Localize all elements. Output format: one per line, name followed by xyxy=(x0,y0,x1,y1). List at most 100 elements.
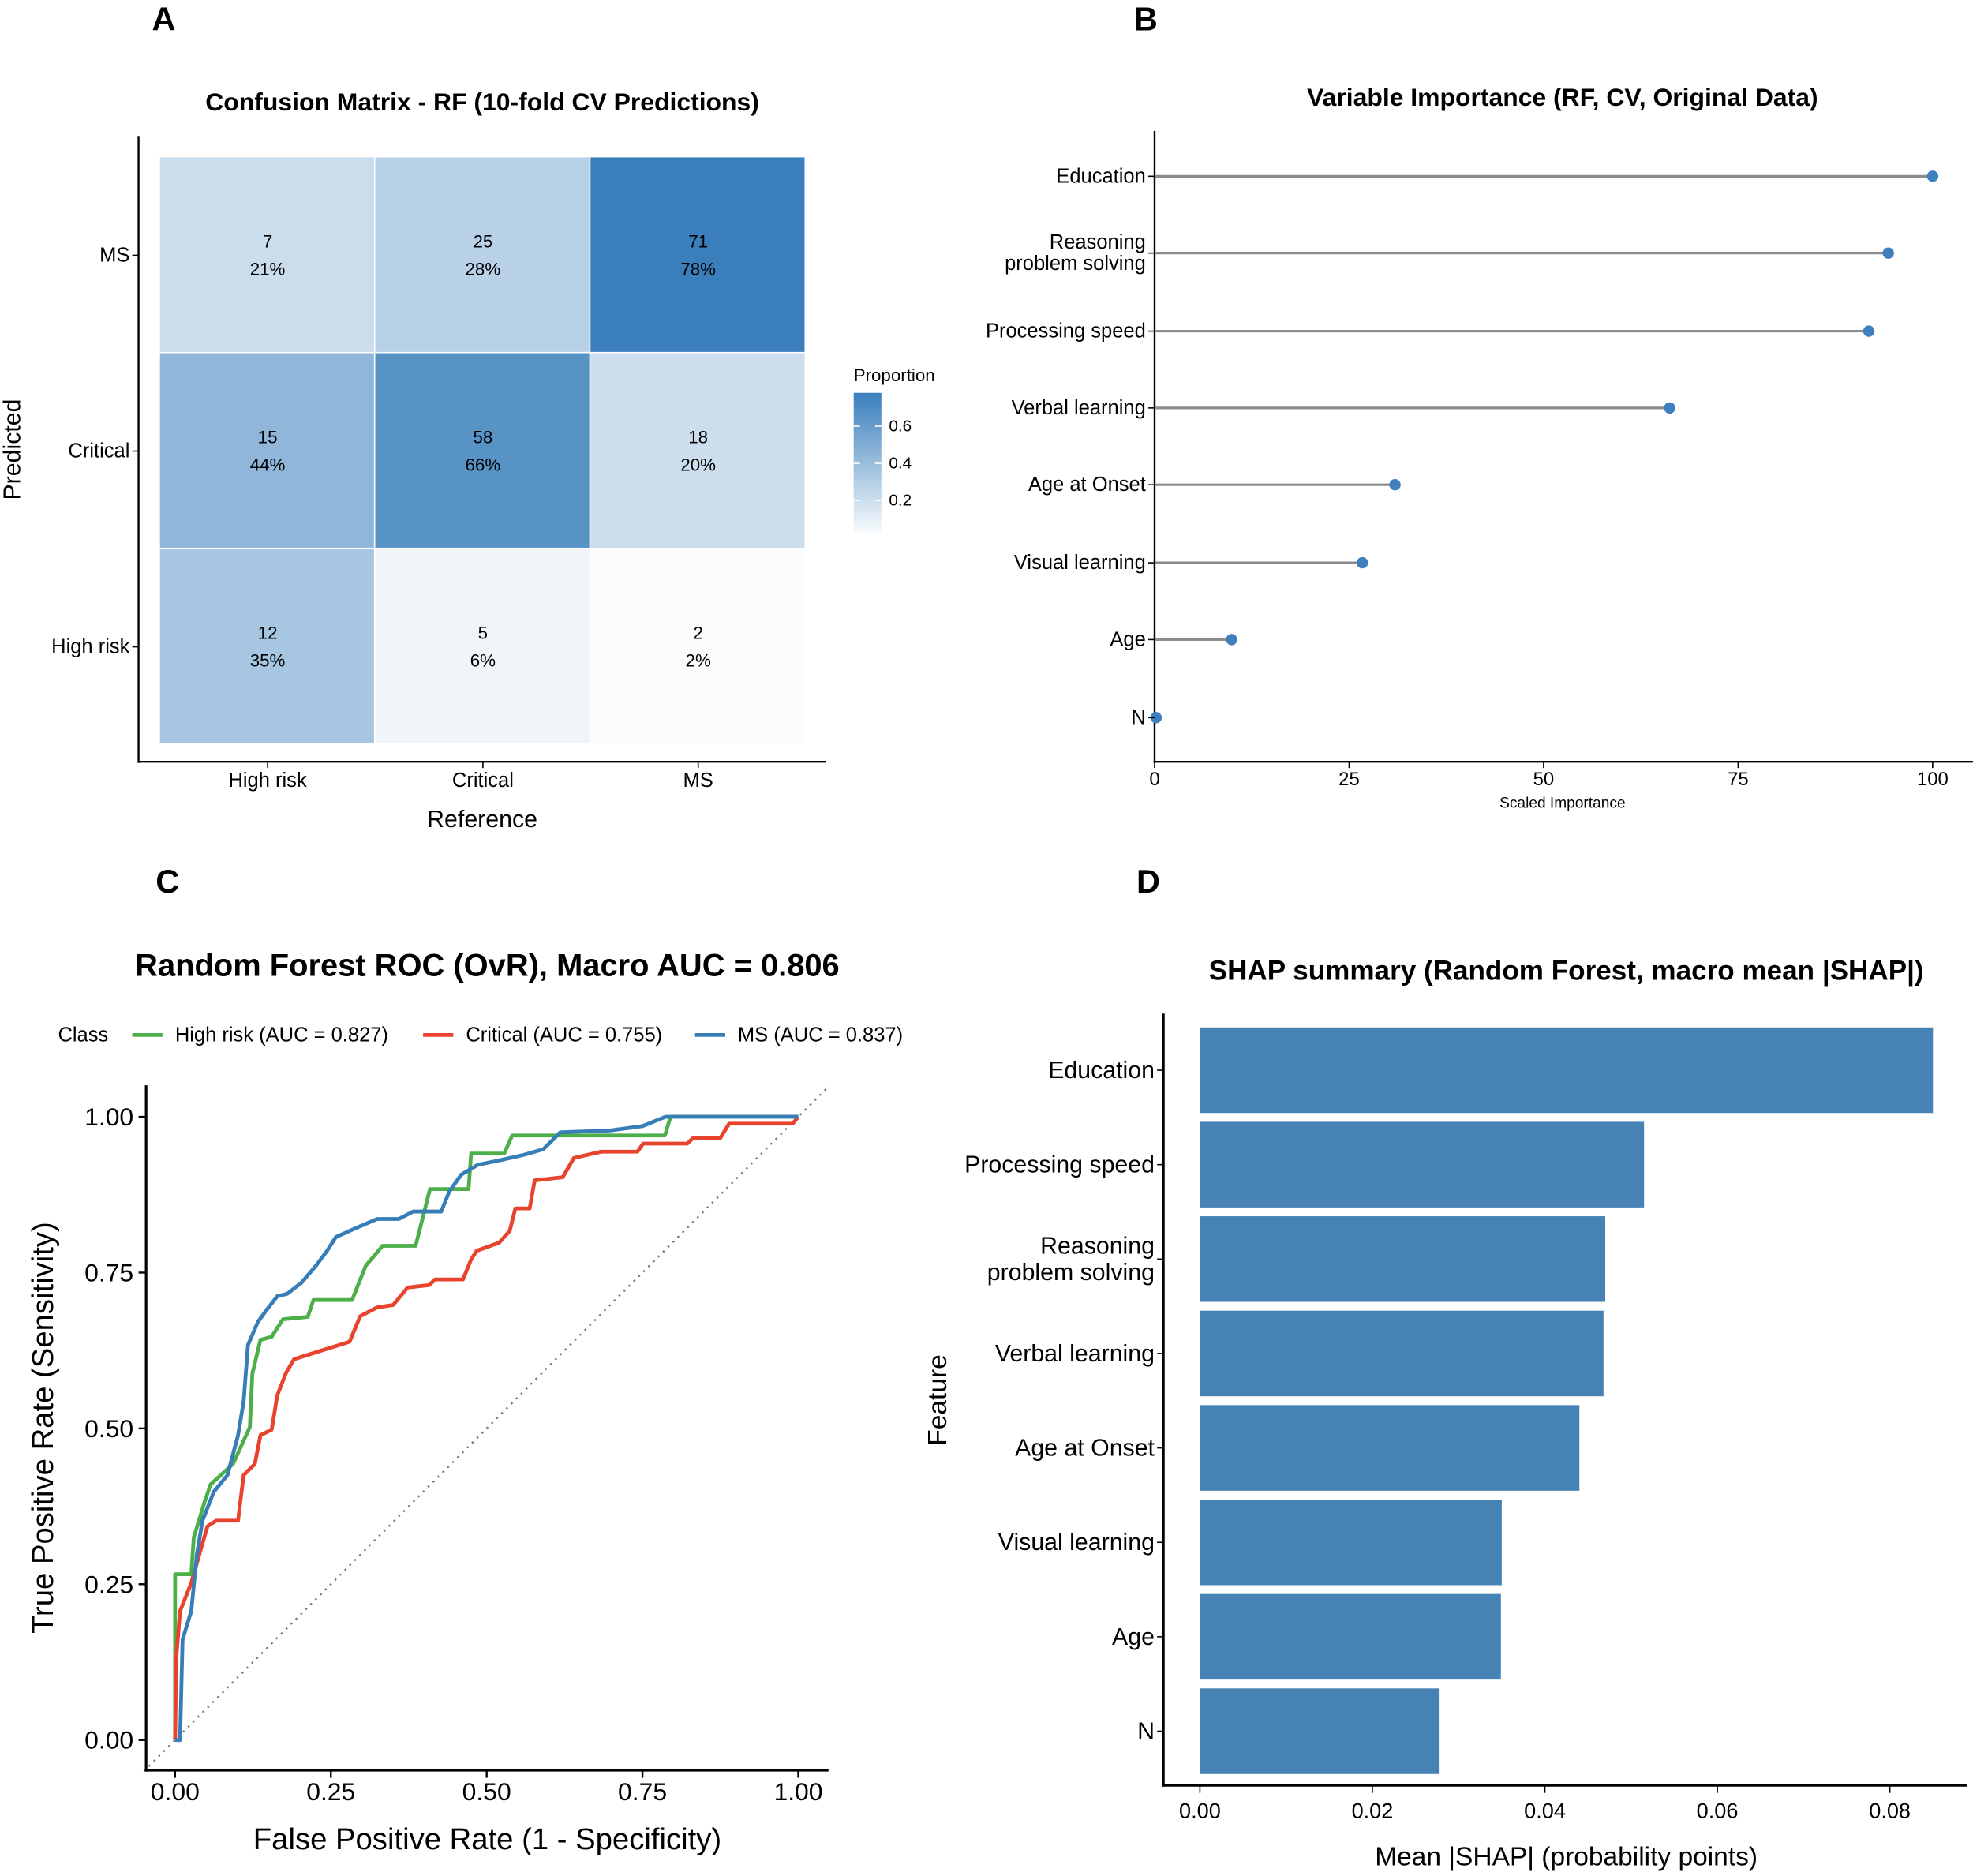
lollipop-point xyxy=(1863,325,1875,337)
y-tick-label-line: Verbal learning xyxy=(995,1340,1155,1366)
x-axis-title: Reference xyxy=(427,807,537,833)
shap-bar xyxy=(1200,1593,1501,1680)
x-tick-label: 0.00 xyxy=(1179,1799,1221,1823)
x-tick-label: 50 xyxy=(1533,769,1555,790)
cell-percent-label: 2% xyxy=(686,651,711,671)
shap-bar xyxy=(1200,1405,1580,1491)
lollipop-point xyxy=(1150,712,1162,724)
cell-count-label: 12 xyxy=(258,623,278,643)
cell-count-label: 58 xyxy=(473,427,492,447)
heatmap-cell xyxy=(375,549,590,744)
y-tick-label-line: N xyxy=(1137,1718,1155,1744)
y-tick-label: 1.00 xyxy=(84,1103,133,1131)
y-tick-label: Verbal learning xyxy=(1012,397,1146,419)
x-tick-label: 0.50 xyxy=(462,1777,511,1806)
x-axis-title: Mean |SHAP| (probability points) xyxy=(1375,1843,1758,1872)
y-tick-label: Age xyxy=(1110,628,1145,650)
y-tick-label: 0.00 xyxy=(84,1726,133,1754)
y-axis-title: Predicted xyxy=(0,399,26,500)
y-tick-label: Processing speed xyxy=(986,320,1146,343)
x-tick-label: 0.08 xyxy=(1869,1799,1911,1823)
y-tick-label-line: Processing speed xyxy=(986,320,1146,343)
y-tick-label: N xyxy=(1137,1718,1155,1744)
legend-label: High risk (AUC = 0.827) xyxy=(175,1024,388,1046)
x-tick-label: 1.00 xyxy=(773,1777,822,1806)
roc-curve xyxy=(173,1114,799,1740)
chart-title: Confusion Matrix - RF (10-fold CV Predic… xyxy=(205,88,759,116)
y-tick-label-line: Education xyxy=(1048,1058,1155,1084)
legend-title: Class xyxy=(58,1024,108,1046)
x-tick-label: Critical xyxy=(452,769,514,792)
x-tick-label: 0 xyxy=(1149,769,1159,790)
heatmap-cell xyxy=(375,353,590,548)
roc-curve xyxy=(174,1114,799,1743)
cell-percent-label: 21% xyxy=(250,259,286,279)
y-tick-label: Education xyxy=(1056,165,1146,187)
y-tick-label: Critical xyxy=(68,440,129,462)
chart-title: Variable Importance (RF, CV, Original Da… xyxy=(1307,83,1818,111)
heatmap-cell xyxy=(375,157,590,352)
y-tick-label: High risk xyxy=(51,636,129,658)
chart-title: Random Forest ROC (OvR), Macro AUC = 0.8… xyxy=(135,949,840,983)
y-tick-label: Processing speed xyxy=(964,1151,1155,1178)
lollipop-point xyxy=(1664,402,1675,414)
heatmap-cell xyxy=(590,353,805,548)
panel-letter: A xyxy=(152,0,175,37)
cell-percent-label: 20% xyxy=(680,455,716,475)
lollipop-point xyxy=(1389,479,1401,491)
roc-curve xyxy=(173,1115,800,1740)
cell-count-label: 18 xyxy=(688,427,708,447)
y-tick-label-line: Age at Onset xyxy=(1015,1435,1155,1461)
shap-bar xyxy=(1200,1688,1440,1774)
cell-percent-label: 66% xyxy=(466,455,501,475)
cell-count-label: 2 xyxy=(693,623,702,643)
cell-percent-label: 28% xyxy=(466,259,501,279)
panel-b-variable-importance: Variable Importance (RF, CV, Original Da… xyxy=(986,83,1973,811)
lollipop-point xyxy=(1882,247,1894,259)
lollipop-point xyxy=(1357,556,1368,569)
x-tick-label: 100 xyxy=(1917,769,1949,790)
y-tick-label: Visual learning xyxy=(998,1530,1155,1556)
legend-label: Critical (AUC = 0.755) xyxy=(466,1024,662,1046)
panel-letter: C xyxy=(155,863,179,900)
panel-letter: D xyxy=(1136,863,1160,900)
legend-tick-label: 0.2 xyxy=(889,492,912,510)
y-tick-label: Education xyxy=(1048,1058,1155,1084)
y-tick-label-line: problem solving xyxy=(1005,253,1146,275)
cell-count-label: 7 xyxy=(263,231,272,251)
cell-count-label: 5 xyxy=(478,623,488,643)
cell-percent-label: 35% xyxy=(250,651,286,671)
y-tick-label-line: Age xyxy=(1110,628,1145,650)
x-tick-label: MS xyxy=(683,769,713,792)
x-axis-title: False Positive Rate (1 - Specificity) xyxy=(253,1822,721,1856)
y-tick-label-line: Visual learning xyxy=(998,1530,1155,1556)
heatmap-cell xyxy=(159,549,374,744)
x-tick-label: 0.75 xyxy=(618,1777,667,1806)
y-tick-label: Reasoning problem solving xyxy=(987,1233,1155,1286)
heatmap-cell xyxy=(590,157,805,352)
y-tick-label-line: Verbal learning xyxy=(1012,397,1146,419)
y-tick-label: 0.25 xyxy=(84,1570,133,1598)
x-tick-label: 0.25 xyxy=(306,1777,355,1806)
y-tick-label: Reasoning problem solving xyxy=(1005,231,1146,275)
x-tick-label: 75 xyxy=(1728,769,1749,790)
cell-count-label: 71 xyxy=(688,231,708,251)
x-tick-label: 0.06 xyxy=(1697,1799,1739,1823)
heatmap-cell xyxy=(159,353,374,548)
y-tick-label-line: Reasoning xyxy=(1040,1233,1155,1259)
y-tick-label: Visual learning xyxy=(1014,552,1146,574)
cell-percent-label: 6% xyxy=(470,651,496,671)
panel-a-confusion-matrix: Confusion Matrix - RF (10-fold CV Predic… xyxy=(0,88,935,833)
shap-bar xyxy=(1200,1500,1502,1586)
x-tick-label: 0.04 xyxy=(1524,1799,1566,1823)
y-tick-label-line: Age at Onset xyxy=(1028,474,1146,496)
y-axis-title: True Positive Rate (Sensitivity) xyxy=(26,1222,60,1634)
chart-title: SHAP summary (Random Forest, macro mean … xyxy=(1209,955,1924,986)
shap-bar xyxy=(1200,1310,1604,1397)
y-tick-label: Age at Onset xyxy=(1028,474,1146,496)
x-axis-title: Scaled Importance xyxy=(1499,795,1625,811)
x-tick-label: 0.02 xyxy=(1352,1799,1394,1823)
y-tick-label: MS xyxy=(99,244,129,266)
y-tick-label-line: Visual learning xyxy=(1014,552,1146,574)
